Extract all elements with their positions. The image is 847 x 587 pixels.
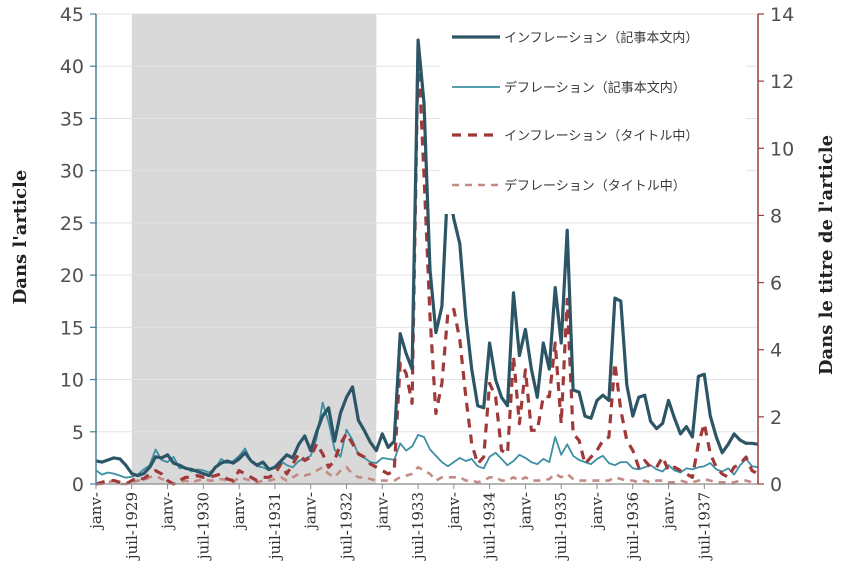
x-tick-label: juil-1931 <box>266 492 284 561</box>
left-tick-label: 35 <box>60 108 84 130</box>
x-tick-label: juil-1929 <box>123 492 141 561</box>
right-tick-label: 14 <box>770 4 794 26</box>
x-tick-label: janv- <box>373 492 391 531</box>
legend-label-0: インフレーション（記事本文内） <box>504 30 698 46</box>
right-axis: 0 2 4 6 8 10 12 14 <box>757 4 794 496</box>
x-tick-label: janv- <box>660 492 678 531</box>
legend: インフレーション（記事本文内） デフレーション（記事本文内） インフレーション（タイ… <box>452 30 698 194</box>
left-tick-label: 20 <box>60 265 84 287</box>
x-tick-label: janv- <box>445 492 463 531</box>
x-tick-label: janv- <box>87 492 105 531</box>
right-tick-label: 12 <box>770 71 794 93</box>
right-tick-label: 8 <box>770 205 782 227</box>
x-tick-label: juil-1936 <box>624 492 642 561</box>
shaded-period <box>131 14 377 484</box>
left-tick-label: 45 <box>60 4 84 26</box>
series-line-2 <box>95 45 759 486</box>
x-tick-label: juil-1934 <box>481 492 499 561</box>
left-axis: 0 5 10 15 20 25 30 35 40 45 <box>60 4 97 496</box>
right-tick-label: 4 <box>770 340 782 362</box>
left-tick-label: 10 <box>60 370 84 392</box>
left-tick-label: 40 <box>60 56 84 78</box>
right-tick-label: 6 <box>770 273 782 295</box>
x-tick-label: juil-1930 <box>194 492 212 561</box>
legend-label-2: インフレーション（タイトル中） <box>504 129 698 144</box>
legend-box <box>440 18 746 214</box>
x-tick-label: janv- <box>230 492 248 531</box>
series-line-3 <box>96 465 758 486</box>
left-tick-label: 0 <box>72 474 84 496</box>
x-tick-label: juil-1932 <box>338 492 356 561</box>
x-tick-label: janv- <box>159 492 177 531</box>
left-tick-label: 25 <box>60 213 84 235</box>
left-tick-label: 5 <box>72 422 84 444</box>
legend-label-3: デフレーション（タイトル中） <box>504 178 686 194</box>
x-tick-label: janv- <box>516 492 534 531</box>
x-tick-label: janv- <box>302 492 320 531</box>
x-tick-label: janv- <box>588 492 606 531</box>
right-tick-label: 2 <box>770 407 782 429</box>
legend-label-1: デフレーション（記事本文内） <box>504 80 686 96</box>
right-axis-title: Dans le titre de l'article <box>816 135 837 375</box>
left-axis-title: Dans l'article <box>10 170 31 305</box>
left-tick-label: 15 <box>60 317 84 339</box>
right-tick-label: 10 <box>770 138 794 160</box>
series-lines <box>95 38 759 486</box>
x-axis: janv-juil-1929 janv-juil-1930 janv-juil-19… <box>87 483 758 561</box>
x-tick-label: juil-1933 <box>409 492 427 561</box>
left-tick-label: 30 <box>60 161 84 183</box>
x-tick-label: juil-1937 <box>695 492 713 561</box>
right-tick-label: 0 <box>770 474 782 496</box>
series-line-0 <box>95 38 759 478</box>
x-tick-label: juil-1935 <box>552 492 570 561</box>
